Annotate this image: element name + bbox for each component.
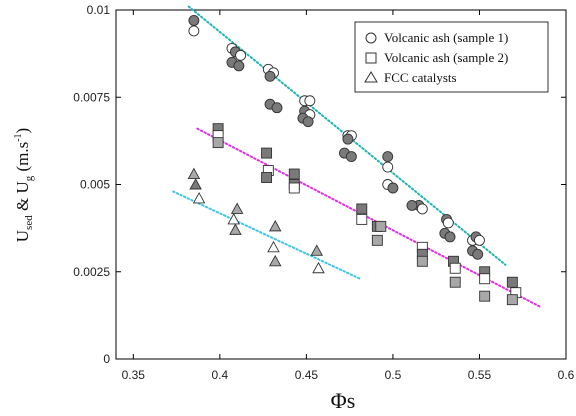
data-point-square bbox=[479, 273, 491, 285]
data-point-square bbox=[449, 276, 461, 288]
x-tick-label: 0.5 bbox=[385, 368, 402, 382]
data-point-circle bbox=[345, 151, 357, 163]
data-point-circle bbox=[416, 203, 428, 215]
data-point-square bbox=[261, 147, 273, 159]
x-tick-label: 0.4 bbox=[212, 368, 229, 382]
y-tick-label: 0.0025 bbox=[73, 265, 110, 279]
triangle-marker-icon bbox=[364, 71, 378, 83]
data-point-square bbox=[261, 172, 273, 183]
data-point-square bbox=[449, 262, 461, 274]
data-point-circle bbox=[382, 161, 394, 173]
data-point-square bbox=[479, 290, 491, 302]
x-tick-label: 0.6 bbox=[558, 368, 575, 382]
legend: Volcanic ash (sample 1) Volcanic ash (sa… bbox=[354, 21, 549, 93]
data-point-circle bbox=[474, 234, 485, 246]
y-tick-label: 0.01 bbox=[87, 3, 111, 17]
legend-item-fcc: FCC catalysts bbox=[364, 70, 457, 85]
y-tick-label: 0 bbox=[103, 352, 110, 366]
x-tick-label: 0.45 bbox=[295, 368, 319, 382]
data-point-triangle bbox=[312, 261, 325, 274]
data-point-triangle bbox=[192, 192, 206, 204]
data-point-circle bbox=[382, 151, 394, 163]
legend-item-sample-2: Volcanic ash (sample 2) bbox=[365, 50, 508, 65]
data-point-triangle bbox=[310, 244, 324, 256]
legend-label: FCC catalysts bbox=[384, 70, 457, 85]
data-point-square bbox=[288, 182, 300, 194]
data-point-circle bbox=[235, 49, 247, 61]
data-point-circle bbox=[302, 116, 314, 128]
data-point-square bbox=[371, 234, 383, 246]
data-point-circle bbox=[264, 70, 276, 82]
data-point-triangle bbox=[227, 212, 240, 225]
x-axis-ticks: 0.35 0.4 0.45 0.5 0.55 0.6 bbox=[122, 10, 575, 382]
data-point-triangle bbox=[268, 219, 282, 232]
data-point-circle bbox=[387, 182, 399, 194]
legend-item-sample-1: Volcanic ash (sample 1) bbox=[365, 30, 508, 45]
data-point-square bbox=[356, 203, 368, 215]
data-point-circle bbox=[304, 95, 316, 107]
data-point-triangle bbox=[267, 240, 280, 253]
data-point-square bbox=[212, 137, 224, 149]
data-point-circle bbox=[342, 133, 354, 145]
legend-label: Volcanic ash (sample 1) bbox=[384, 30, 508, 45]
data-point-circle bbox=[271, 102, 283, 114]
data-point-circle bbox=[188, 25, 200, 37]
y-tick-label: 0.005 bbox=[80, 178, 110, 192]
circle-marker-icon bbox=[365, 32, 377, 44]
data-point-triangle bbox=[187, 167, 201, 179]
data-point-square bbox=[416, 255, 428, 267]
data-point-triangle bbox=[229, 223, 242, 235]
square-marker-icon bbox=[365, 52, 377, 64]
x-tick-label: 0.55 bbox=[468, 368, 492, 382]
y-tick-label: 0.0075 bbox=[73, 90, 110, 104]
data-point-square bbox=[506, 276, 518, 288]
data-point-triangle bbox=[268, 254, 282, 267]
legend-box bbox=[354, 21, 549, 93]
data-point-circle bbox=[233, 60, 245, 72]
data-point-circle bbox=[442, 217, 454, 229]
data-point-triangle bbox=[230, 202, 244, 214]
data-point-square bbox=[356, 213, 368, 225]
y-axis-title: Used & Ug (m.s-1) bbox=[13, 128, 35, 242]
legend-label: Volcanic ash (sample 2) bbox=[384, 50, 508, 65]
x-tick-label: 0.35 bbox=[122, 368, 146, 382]
data-point-square bbox=[375, 220, 387, 232]
data-point-square bbox=[506, 294, 518, 306]
data-point-circle bbox=[444, 231, 456, 243]
data-point-circle bbox=[188, 15, 200, 26]
x-axis-title: Φs bbox=[331, 388, 356, 413]
y-axis-ticks: 0 0.0025 0.005 0.0075 0.01 bbox=[73, 3, 566, 366]
data-points bbox=[187, 15, 522, 306]
data-point-circle bbox=[406, 199, 418, 211]
data-point-square bbox=[288, 168, 300, 180]
data-point-circle bbox=[472, 248, 484, 260]
trend-line bbox=[172, 190, 362, 280]
data-point-triangle bbox=[189, 178, 202, 190]
